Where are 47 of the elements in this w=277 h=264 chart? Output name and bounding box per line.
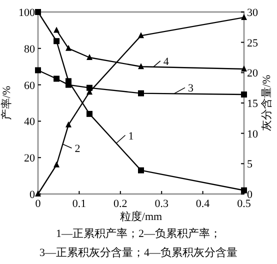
text: 1—正累积产率；2—负累积产率； <box>56 227 221 240</box>
point <box>54 26 60 33</box>
legend-label: 1 <box>128 130 134 142</box>
y2-tick-label: 15 <box>247 98 258 110</box>
y-tick-label: 80 <box>24 43 36 56</box>
y2-tick-label: 25 <box>247 37 258 50</box>
legend-label: 4 <box>163 56 170 68</box>
point <box>138 32 144 38</box>
text: 3—正累积灰分含量；4—负累积灰分含量 <box>40 246 238 259</box>
point <box>241 92 247 98</box>
x-tick-label: 0.4 <box>196 198 210 210</box>
x-tick-label: 0.5 <box>237 198 252 210</box>
point <box>86 110 92 117</box>
y-tick-label: 100 <box>18 7 36 19</box>
x-tick-label: 0.1 <box>72 198 86 210</box>
point <box>65 82 72 88</box>
y-tick-label: 40 <box>24 116 36 128</box>
point <box>138 63 144 70</box>
point <box>65 121 72 128</box>
point <box>138 90 144 96</box>
y2-tick-label: 10 <box>247 128 258 140</box>
y2-tick-label: 0 <box>247 189 253 201</box>
point <box>86 54 92 60</box>
point <box>54 161 60 168</box>
y2-tick-label: 30 <box>247 7 258 19</box>
point <box>35 9 41 15</box>
point <box>35 67 41 74</box>
point <box>241 14 247 20</box>
y2-tick-label: 20 <box>247 68 258 80</box>
point <box>65 44 72 51</box>
point <box>241 66 247 72</box>
point <box>138 167 144 174</box>
y2-axis-title: 灰分含量/% <box>260 74 273 132</box>
x-tick-label: 0.3 <box>154 198 169 210</box>
y-axis-title: 产率/% <box>0 86 13 120</box>
x-axis-title: 粒度/mm <box>120 210 163 223</box>
y-tick-label: 60 <box>24 80 36 92</box>
x-tick-label: 0.2 <box>114 198 128 210</box>
y-tick-label: 0 <box>30 189 36 201</box>
point <box>54 38 60 44</box>
legend-label: 2 <box>74 143 80 156</box>
point <box>241 187 247 194</box>
point <box>54 76 60 82</box>
y2-tick-label: 5 <box>247 158 253 171</box>
legend-label: 3 <box>188 82 194 95</box>
point <box>86 84 92 91</box>
y-tick-label: 20 <box>24 152 36 165</box>
